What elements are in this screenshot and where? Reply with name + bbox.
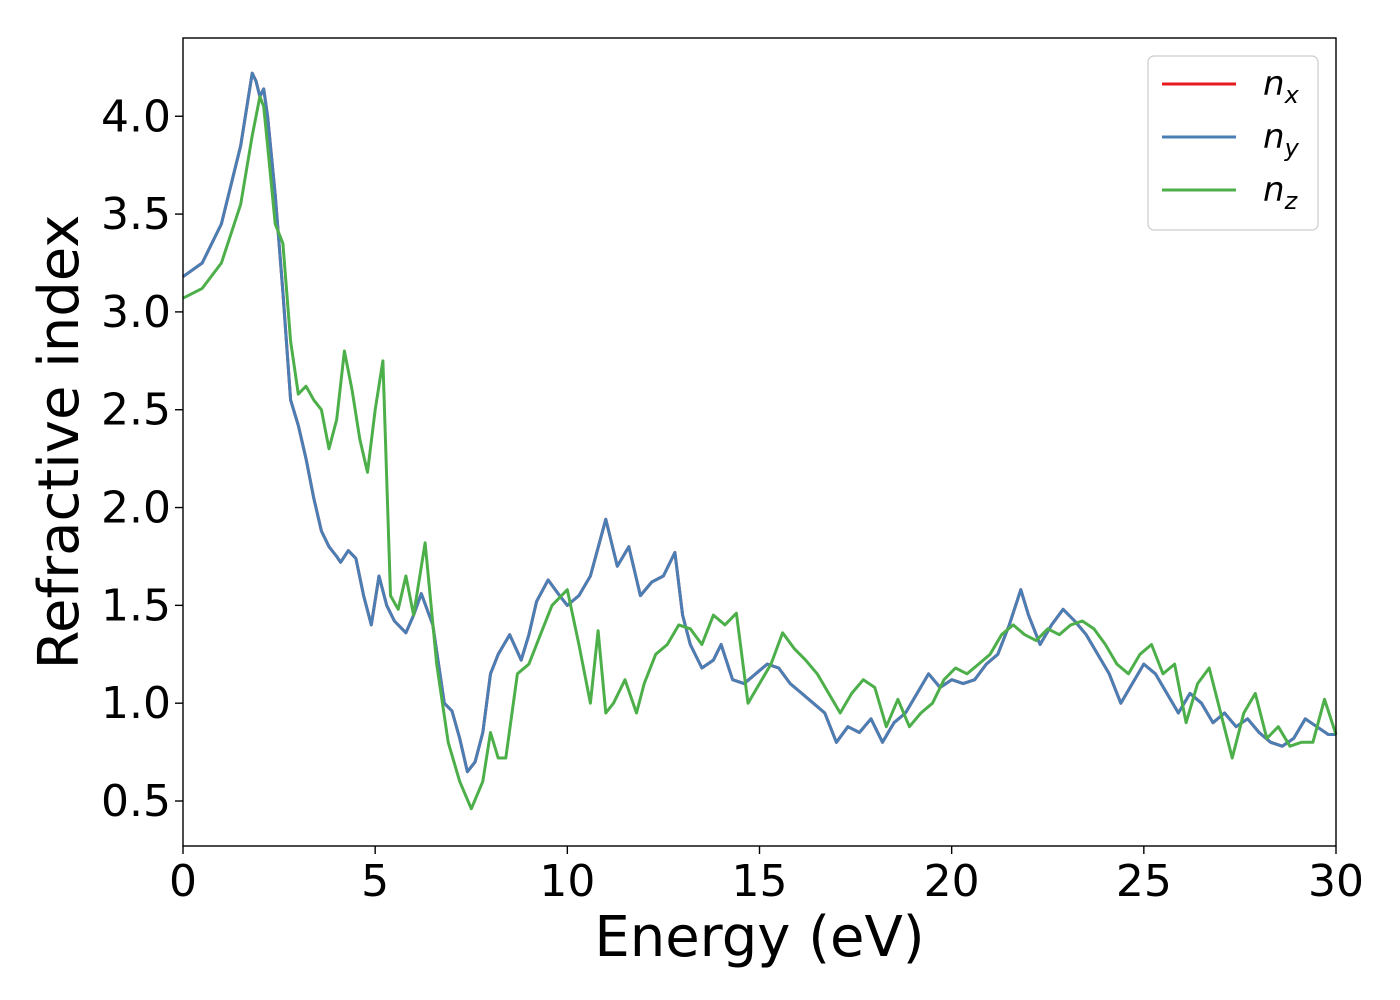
y-tick-label: 1.0 [101, 678, 171, 729]
x-tick-label: 10 [539, 856, 595, 907]
x-tick-label: 15 [732, 856, 788, 907]
y-tick-label: 3.0 [101, 287, 171, 338]
x-axis-ticks: 0 5 10 15 20 25 30 [169, 846, 1364, 907]
y-tick-label: 2.0 [101, 483, 171, 534]
x-tick-label: 30 [1308, 856, 1364, 907]
x-tick-label: 0 [169, 856, 197, 907]
x-axis-title: Energy (eV) [594, 905, 924, 970]
y-tick-label: 1.5 [101, 580, 171, 631]
x-tick-label: 5 [361, 856, 389, 907]
y-tick-label: 3.5 [101, 189, 171, 240]
y-axis-title: Refractive index [27, 215, 92, 670]
legend-frame [1147, 55, 1319, 231]
plot-lines [182, 71, 1338, 811]
y-tick-label: 0.5 [101, 776, 171, 827]
x-tick-label: 20 [924, 856, 980, 907]
series-line-y [182, 71, 1336, 774]
x-tick-label: 25 [1116, 856, 1172, 907]
series-line-z [182, 95, 1338, 811]
y-axis-ticks: 0.5 1.0 1.5 2.0 2.5 3.0 3.5 4.0 [101, 91, 183, 827]
y-tick-label: 4.0 [101, 91, 171, 142]
y-tick-label: 2.5 [101, 385, 171, 436]
